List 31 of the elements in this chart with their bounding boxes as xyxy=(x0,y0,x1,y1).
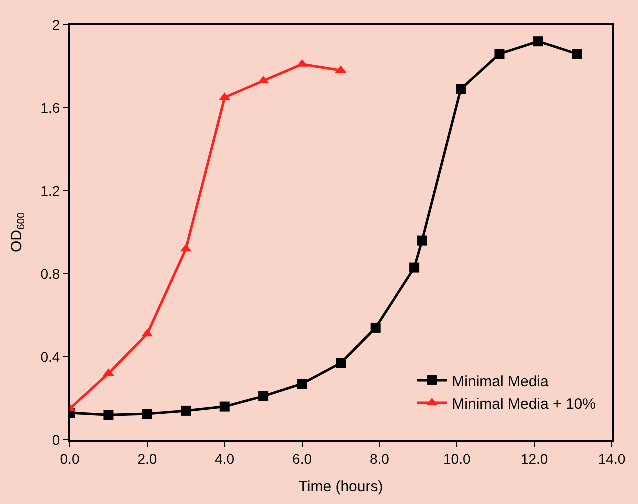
x-tick-label: 4.0 xyxy=(215,450,235,467)
x-axis-title: Time (hours) xyxy=(298,478,384,496)
x-tick-label: 10.0 xyxy=(444,450,471,467)
y-tick-label: 2 xyxy=(52,16,60,33)
y-tick-label: 0.8 xyxy=(40,266,60,282)
x-tick-label: 12.0 xyxy=(520,450,548,467)
x-tick-label: 0.0 xyxy=(60,450,80,467)
x-tick-label: 14.0 xyxy=(598,450,626,467)
point xyxy=(142,409,152,420)
point xyxy=(410,262,420,273)
point xyxy=(456,84,466,94)
y-tick-label: 0 xyxy=(52,432,60,448)
x-tick-label: 8.0 xyxy=(370,450,390,467)
point xyxy=(494,49,505,60)
point xyxy=(417,236,428,246)
point xyxy=(258,391,269,402)
point xyxy=(572,49,582,60)
point xyxy=(370,322,381,333)
legend-label: Minimal Media xyxy=(452,373,550,390)
point xyxy=(181,406,192,416)
point xyxy=(336,358,346,368)
y-tick-label: 1.2 xyxy=(40,182,60,199)
y-tick-label: 0.4 xyxy=(40,348,60,365)
point xyxy=(533,36,544,47)
point xyxy=(104,410,114,420)
y-tick-label: 1.6 xyxy=(40,100,60,116)
point xyxy=(220,402,230,412)
legend-label: Minimal Media + 10% xyxy=(452,396,596,413)
point xyxy=(297,378,308,389)
x-tick-label: 2.0 xyxy=(138,450,158,467)
x-tick-label: 6.0 xyxy=(292,450,312,467)
